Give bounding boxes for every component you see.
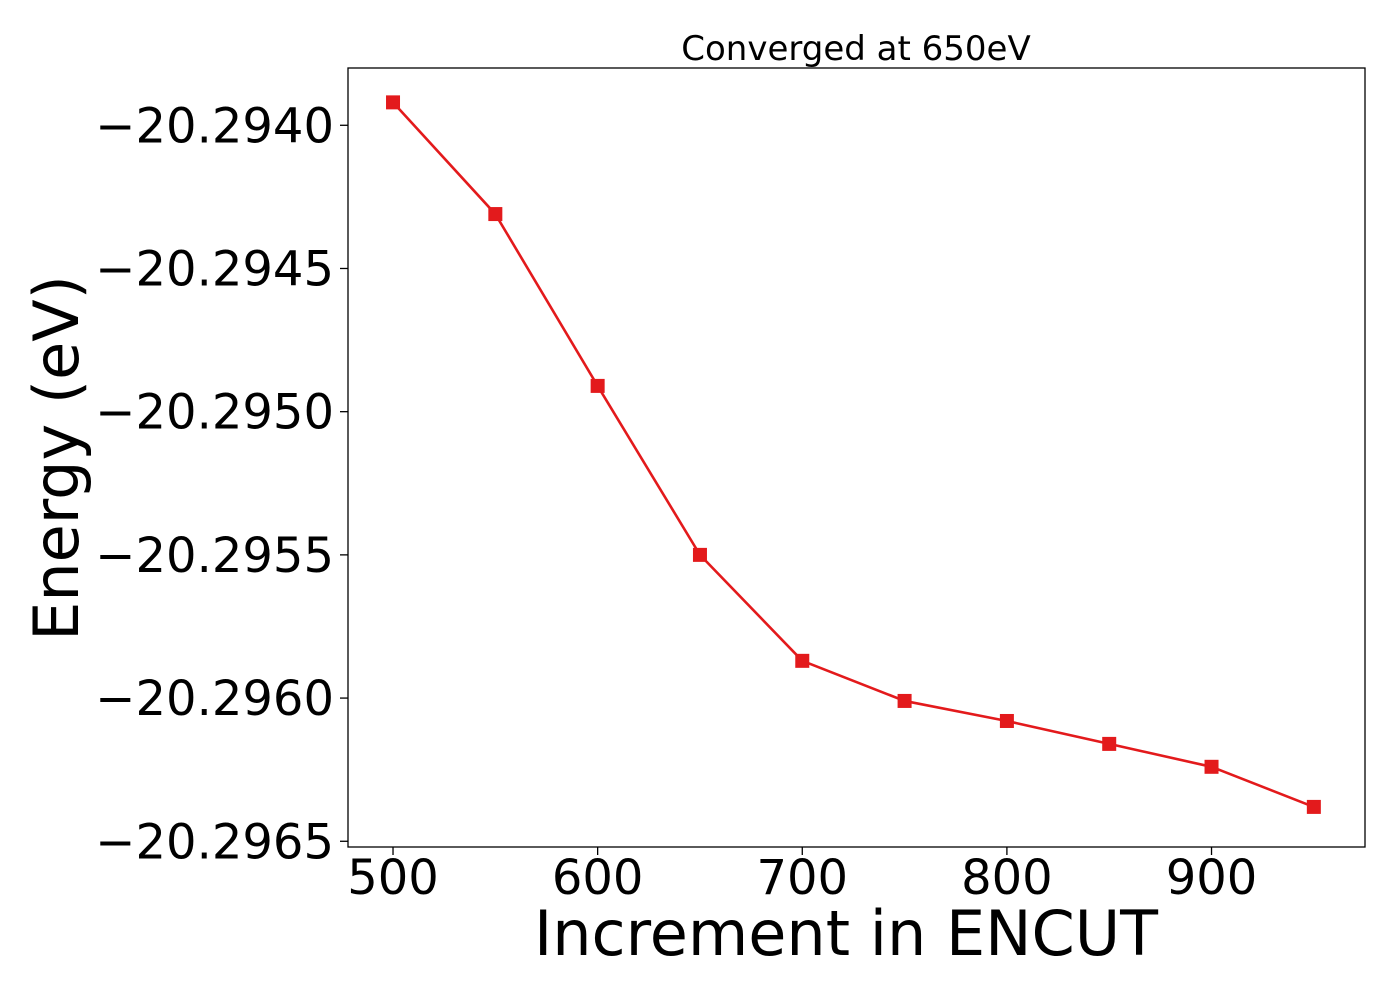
data-point-marker xyxy=(692,547,707,562)
series-layer xyxy=(386,95,1321,814)
chart-title: Converged at 650eV xyxy=(681,29,1030,69)
x-axis-label: Increment in ENCUT xyxy=(534,897,1159,970)
y-tick-label: −20.2965 xyxy=(95,814,334,870)
y-tick-label: −20.2945 xyxy=(95,241,334,297)
plot-area-frame xyxy=(347,67,1366,848)
y-axis-label: Energy (eV) xyxy=(20,275,93,641)
data-point-marker xyxy=(795,653,810,668)
x-tick-label: 900 xyxy=(1166,850,1258,906)
y-tick-label: −20.2955 xyxy=(95,528,334,584)
series-line xyxy=(392,101,1315,809)
data-point-marker xyxy=(590,378,605,393)
data-point-marker xyxy=(1204,759,1219,774)
y-tick-label: −20.2960 xyxy=(95,671,334,727)
data-point-marker xyxy=(1306,799,1321,814)
y-tick-label: −20.2940 xyxy=(95,98,334,154)
data-point-marker xyxy=(488,207,503,222)
x-tick-label: 700 xyxy=(756,850,848,906)
x-axis-ticks: 500 600 700 800 900 xyxy=(347,847,1257,906)
data-point-marker xyxy=(386,95,401,110)
x-tick-label: 600 xyxy=(552,850,644,906)
x-tick-label: 800 xyxy=(961,850,1053,906)
y-tick-label: −20.2950 xyxy=(95,385,334,441)
data-point-marker xyxy=(999,713,1014,728)
data-point-marker xyxy=(897,693,912,708)
x-tick-label: 500 xyxy=(347,850,439,906)
y-axis-ticks: −20.2940 −20.2945 −20.2950 −20.2955 −20.2960… xyxy=(95,98,348,870)
data-point-marker xyxy=(1102,736,1117,751)
